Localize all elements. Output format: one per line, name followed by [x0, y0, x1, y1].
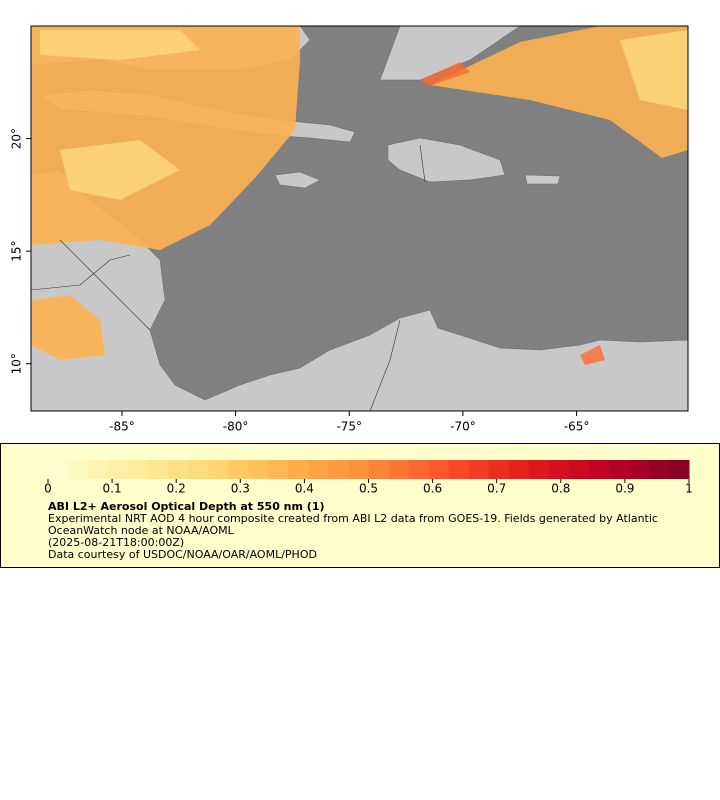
- x-tick-label: -85°: [109, 420, 135, 434]
- legend-credit: Data courtesy of USDOC/NOAA/OAR/AOML/PHO…: [48, 548, 317, 561]
- x-tick-label: -80°: [223, 420, 249, 434]
- colorbar-tick-label: 0.3: [231, 482, 250, 496]
- colorbar-cell: [128, 460, 149, 479]
- colorbar-cell: [528, 460, 550, 479]
- colorbar-cell: [628, 460, 650, 479]
- colorbar-cell: [168, 460, 189, 479]
- colorbar-cell: [508, 460, 530, 479]
- colorbar-tick-label: 0.2: [167, 482, 186, 496]
- colorbar-cell: [308, 460, 329, 479]
- colorbar-cell: [188, 460, 209, 479]
- colorbar-cell: [328, 460, 349, 479]
- aerosol-field: [40, 30, 688, 200]
- colorbar-tick-label: 1: [685, 482, 693, 496]
- colorbar-cell: [568, 460, 590, 479]
- y-tick-label: 15°: [10, 241, 24, 262]
- colorbar-cell: [208, 460, 229, 479]
- colorbar-tick-label: 0.8: [551, 482, 570, 496]
- colorbar-cell: [268, 460, 289, 479]
- colorbar-cell: [668, 460, 690, 479]
- colorbar: 0 0.1 0.2 0.3 0.4 0.5 0.6 0.7 0.8 0.9 1: [44, 460, 693, 496]
- colorbar-tick-label: 0.9: [615, 482, 634, 496]
- colorbar-cell: [448, 460, 470, 479]
- colorbar-cell: [108, 460, 129, 479]
- legend-title: ABI L2+ Aerosol Optical Depth at 550 nm …: [48, 500, 325, 513]
- x-tick-label: -65°: [564, 420, 590, 434]
- colorbar-tick-label: 0.4: [295, 482, 314, 496]
- colorbar-cell: [648, 460, 670, 479]
- colorbar-cell: [548, 460, 570, 479]
- border: [30, 144, 426, 412]
- map-frame: [30, 25, 689, 412]
- colorbar-tick-label: 0.6: [423, 482, 442, 496]
- legend-text: ABI L2+ Aerosol Optical Depth at 550 nm …: [48, 501, 698, 561]
- colorbar-cell: [68, 460, 89, 479]
- colorbar-cell: [488, 460, 510, 479]
- aerosol-field: [420, 62, 605, 365]
- colorbar-cell: [88, 460, 109, 479]
- colorbar-tick-label: 0.5: [359, 482, 378, 496]
- y-tick-label: 10°: [10, 353, 24, 374]
- legend-description: Experimental NRT AOD 4 hour composite cr…: [48, 512, 658, 537]
- colorbar-cell: [468, 460, 490, 479]
- colorbar-cell: [228, 460, 249, 479]
- colorbar-cell: [288, 460, 309, 479]
- colorbar-tick-label: 0.1: [103, 482, 122, 496]
- colorbar-cell: [428, 460, 450, 479]
- colorbar-cell: [148, 460, 169, 479]
- colorbar-cell: [588, 460, 610, 479]
- map-chart: -85° -80° -75° -70° -65° 10° 15° 20°: [10, 25, 689, 434]
- colorbar-cell: [408, 460, 430, 479]
- colorbar-cell: [368, 460, 390, 479]
- colorbar-cell: [48, 460, 69, 479]
- y-tick-label: 20°: [10, 128, 24, 149]
- colorbar-cell: [608, 460, 630, 479]
- colorbar-tick-label: 0: [44, 482, 52, 496]
- x-tick-label: -75°: [336, 420, 362, 434]
- x-tick-label: -70°: [450, 420, 476, 434]
- colorbar-tick-label: 0.7: [487, 482, 506, 496]
- colorbar-cell: [248, 460, 269, 479]
- colorbar-cell: [348, 460, 369, 479]
- legend: 0 0.1 0.2 0.3 0.4 0.5 0.6 0.7 0.8 0.9 1 ABI L2+ Ae…: [0, 443, 720, 568]
- colorbar-cell: [388, 460, 410, 479]
- legend-time: (2025-08-21T18:00:00Z): [48, 536, 185, 549]
